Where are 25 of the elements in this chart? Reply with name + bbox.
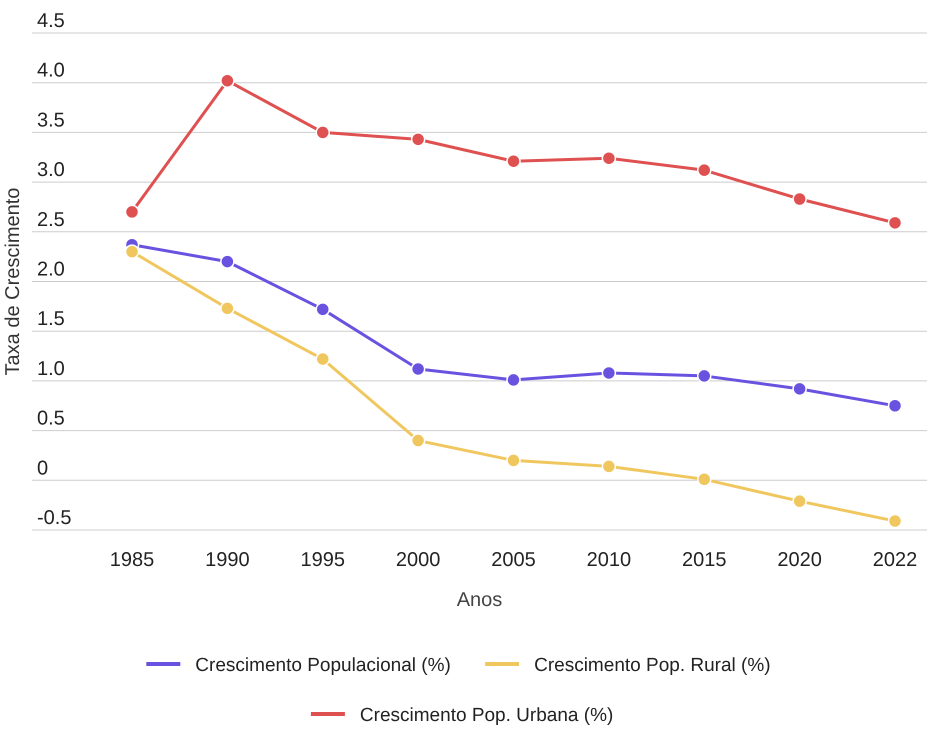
y-tick-label: 1.0 — [37, 358, 65, 380]
legend-label: Crescimento Pop. Rural (%) — [534, 655, 771, 676]
x-tick-label: 2005 — [491, 549, 536, 571]
x-tick-label: 1990 — [205, 549, 250, 571]
y-tick-label: 3.0 — [37, 159, 65, 182]
y-tick-label: 0 — [37, 457, 48, 480]
y-tick-label: 3.5 — [37, 109, 65, 132]
y-tick-label: 2.5 — [37, 208, 65, 231]
y-axis-title: Taxa de Crescimento — [2, 188, 24, 376]
x-tick-label: 2015 — [682, 549, 726, 571]
y-tick-label: 2.0 — [37, 258, 65, 280]
x-tick-label: 1985 — [110, 549, 154, 571]
x-tick-label: 2022 — [872, 549, 918, 571]
y-tick-label: -0.5 — [37, 507, 72, 529]
x-tick-label: 2010 — [586, 549, 632, 571]
y-tick-label: 4.0 — [37, 60, 65, 82]
legend-label: Crescimento Pop. Urbana (%) — [360, 705, 614, 726]
x-tick-label: 1995 — [300, 549, 345, 571]
legend-label: Crescimento Populacional (%) — [195, 655, 451, 676]
x-tick-label: 2000 — [396, 549, 440, 571]
y-tick-label: 1.5 — [37, 308, 65, 330]
x-axis-title: Anos — [456, 589, 502, 611]
x-tick-label: 2020 — [777, 549, 822, 571]
y-tick-label: 0.5 — [37, 408, 65, 430]
y-tick-label: 4.5 — [37, 10, 65, 32]
